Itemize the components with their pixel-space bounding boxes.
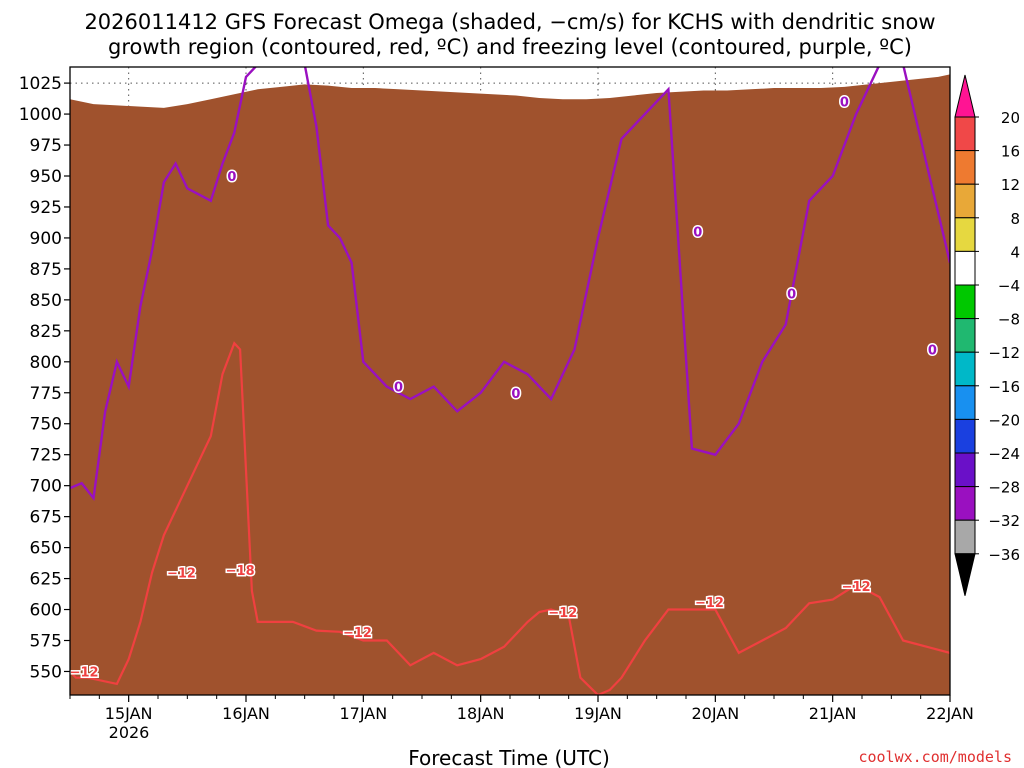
- credit-text: coolwx.com/models: [858, 748, 1012, 766]
- y-axis: 550 575 600 625 650 675 700 725 750 775 800 825 850 8…: [19, 74, 70, 682]
- x-tick-label-3: 18JAN: [457, 704, 505, 723]
- ground-area: [70, 74, 950, 695]
- x-tick-label-6: 21JAN: [809, 704, 857, 723]
- colorbar-bin-9: [954, 385, 976, 420]
- freezing-level-contour: [70, 67, 950, 502]
- y-tick-label-13: 875: [30, 260, 62, 280]
- freezing-contour-label-5: 0: [840, 96, 849, 111]
- y-tick-label-12: 850: [30, 291, 62, 311]
- y-tick-label-19: 1025: [19, 74, 62, 94]
- x-tick-label-2: 17JAN: [339, 704, 387, 723]
- colorbar-tick-label-13: −36: [988, 546, 1020, 564]
- y-tick-label-2: 600: [30, 601, 62, 621]
- colorbar-tick-label-10: −24: [988, 445, 1020, 463]
- y-tick-label-18: 1000: [19, 105, 62, 125]
- colorbar-bin-5: [954, 250, 976, 286]
- colorbar-tick-label-5: −4: [998, 277, 1020, 295]
- colorbar-bin-11: [954, 452, 976, 488]
- colorbar-tick-label-12: −32: [988, 512, 1020, 530]
- y-tick-label-7: 725: [30, 446, 62, 466]
- dgz-minus12-contour: [70, 341, 950, 695]
- chart-title-line-1: 2026011412 GFS Forecast Omega (shaded, −…: [84, 10, 935, 34]
- colorbar-bin-7: [954, 318, 976, 353]
- dgz-contour-label-4: −12: [548, 606, 577, 621]
- colorbar-tick-label-3: 8: [1010, 210, 1020, 228]
- x-tick-label-4: 19JAN: [574, 704, 622, 723]
- x-axis-label: Forecast Time (UTC): [408, 746, 610, 768]
- freezing-contour-label-1: 0: [394, 381, 403, 396]
- y-tick-label-9: 775: [30, 384, 62, 404]
- y-tick-label-5: 675: [30, 508, 62, 528]
- chart-title-line-2: growth region (contoured, red, ºC) and f…: [108, 35, 912, 59]
- y-tick-label-16: 950: [30, 167, 62, 187]
- x-year-label: 2026: [109, 723, 150, 742]
- colorbar-bin-2: [954, 150, 976, 185]
- colorbar: 20 16 12 8 4 −4 −8 −12 −16 −20 −24 −28 −32 −36: [954, 74, 1020, 596]
- y-tick-label-6: 700: [30, 477, 62, 497]
- colorbar-bin-4: [954, 217, 976, 252]
- x-tick-label-0: 15JAN: [105, 704, 153, 723]
- y-tick-label-8: 750: [30, 415, 62, 435]
- freezing-contour-label-2: 0: [511, 387, 520, 402]
- colorbar-tick-label-9: −20: [988, 411, 1020, 429]
- dgz-contour-label-1: −12: [167, 566, 196, 581]
- contour-label-layer: −12 −12 −18 −12 −12 −12 −12 0 0 0 0 0 0 0: [70, 94, 938, 682]
- y-tick-label-1: 575: [30, 631, 62, 651]
- x-tick-label-5: 20JAN: [691, 704, 739, 723]
- dgz-contour-label-2: −18: [226, 564, 255, 579]
- x-tick-label-1: 16JAN: [222, 704, 270, 723]
- colorbar-bin-13: [954, 519, 976, 555]
- colorbar-tick-label-7: −12: [988, 344, 1020, 362]
- colorbar-bin-3: [954, 183, 976, 219]
- colorbar-bin-1: [954, 116, 976, 152]
- colorbar-top-arrow: [954, 74, 976, 118]
- y-tick-label-14: 900: [30, 229, 62, 249]
- y-tick-label-4: 650: [30, 539, 62, 559]
- colorbar-tick-label-2: 12: [1001, 176, 1020, 194]
- freezing-contour-label-0: 0: [227, 170, 236, 185]
- colorbar-tick-label-11: −28: [988, 479, 1020, 497]
- dgz-contour-label-5: −12: [695, 596, 724, 611]
- colorbar-tick-label-0: 20: [1001, 109, 1020, 127]
- colorbar-tick-label-6: −8: [998, 311, 1020, 329]
- colorbar-bin-6: [954, 284, 976, 320]
- colorbar-bin-8: [954, 351, 976, 387]
- colorbar-bin-12: [954, 486, 976, 521]
- freezing-contour-label-6: 0: [928, 343, 937, 358]
- y-tick-label-11: 825: [30, 322, 62, 342]
- y-tick-label-10: 800: [30, 353, 62, 373]
- y-tick-label-0: 550: [30, 662, 62, 682]
- dgz-contour-label-6: −12: [842, 580, 871, 595]
- colorbar-tick-label-8: −16: [988, 378, 1020, 396]
- colorbar-tick-label-4: 4: [1010, 243, 1020, 261]
- dgz-contour-label-3: −12: [343, 626, 372, 641]
- colorbar-tick-label-1: 16: [1001, 143, 1020, 161]
- colorbar-bin-10: [954, 418, 976, 454]
- plot-area: −12 −12 −18 −12 −12 −12 −12 0 0 0 0 0 0 0: [70, 67, 950, 695]
- colorbar-bottom-arrow: [954, 553, 976, 596]
- freezing-contour-label-4: 0: [787, 288, 796, 303]
- y-tick-label-15: 925: [30, 198, 62, 218]
- y-tick-label-3: 625: [30, 570, 62, 590]
- dgz-contour-label-0: −12: [70, 665, 99, 680]
- x-tick-label-7: 22JAN: [926, 704, 974, 723]
- freezing-contour-label-3: 0: [693, 226, 702, 241]
- y-tick-label-17: 975: [30, 136, 62, 156]
- x-axis: 15JAN 16JAN 17JAN 18JAN 19JAN 20JAN 21JAN 22JAN: [69, 695, 974, 723]
